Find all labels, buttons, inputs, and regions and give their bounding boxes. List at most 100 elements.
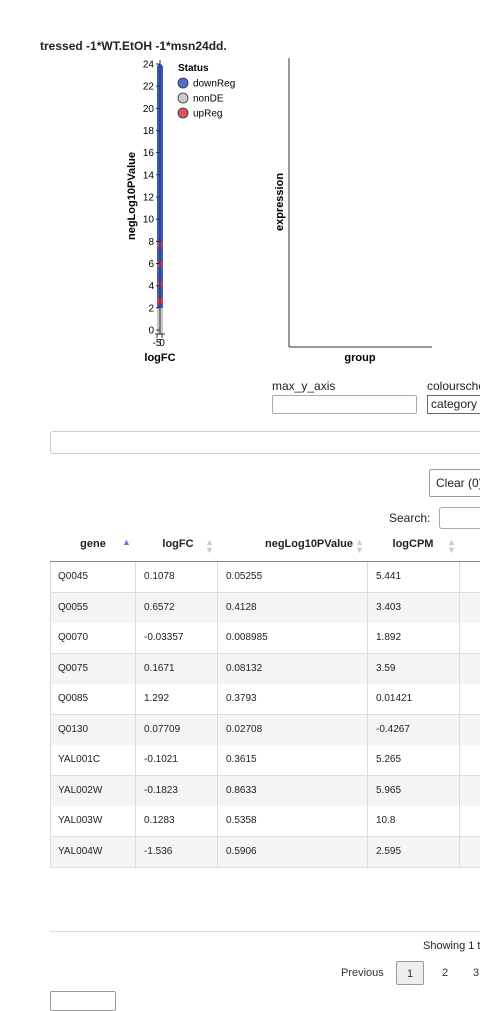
save-button[interactable] <box>50 991 116 1011</box>
table-cell: Q0075 <box>50 653 136 684</box>
y-tick-label: 20 <box>143 104 155 115</box>
y-tick-label: 16 <box>143 148 155 159</box>
table-cell: YAL002W <box>50 775 136 806</box>
table-cell <box>460 745 480 775</box>
y-tick-label: 2 <box>148 303 154 314</box>
legend-label: nonDE <box>193 94 224 105</box>
x-axis-label: logFC <box>144 352 175 364</box>
select[interactable]: category <box>427 395 480 414</box>
table-cell: YAL001C <box>50 745 136 775</box>
plots: logFC negLog10PValue expression group St… <box>126 58 432 364</box>
search-label: Search: <box>389 511 431 525</box>
sort-icon: ▲ ▼ <box>447 537 456 555</box>
legend-label: upReg <box>193 109 222 120</box>
table-cell <box>460 806 480 836</box>
column-header: logFC <box>162 538 194 550</box>
table-cell <box>460 684 480 714</box>
y-tick-label: 10 <box>143 215 155 226</box>
y-tick-label: 8 <box>148 237 154 248</box>
table-cell: 0.4128 <box>218 592 368 623</box>
table-cell: 0.1283 <box>136 806 218 836</box>
table-cell: Q0130 <box>50 714 136 745</box>
sort-icon: ▲ ▼ <box>355 537 364 555</box>
table-cell: 0.8633 <box>218 775 368 806</box>
legend-swatch <box>177 92 189 104</box>
table-info: Showing 1 t <box>423 940 480 952</box>
column-header: gene <box>80 538 106 550</box>
table-row <box>50 623 480 654</box>
table-cell: 5.441 <box>368 562 460 592</box>
column-header: negLog10PValue <box>264 538 354 550</box>
y-axis-label: expression <box>274 173 286 231</box>
table-cell: Q0070 <box>50 623 136 653</box>
table-cell <box>460 593 480 623</box>
table-cell: YAL004W <box>50 836 136 867</box>
text-input[interactable] <box>272 395 417 414</box>
table-cell: -0.4267 <box>368 714 460 745</box>
search-input[interactable] <box>439 507 480 529</box>
column-header: logCPM <box>392 538 434 550</box>
input-label: max_y_axis <box>272 379 336 393</box>
table-row <box>50 653 480 685</box>
table-row <box>50 562 480 593</box>
header-rule <box>50 561 480 562</box>
y-tick-label: 0 <box>148 326 154 337</box>
y-tick-label: 18 <box>143 126 155 137</box>
table-row <box>50 745 480 776</box>
table-cell: 0.07709 <box>136 714 218 745</box>
page-button[interactable]: Previous <box>341 967 384 979</box>
table-cell: 0.02708 <box>218 714 368 745</box>
table-cell: 2.595 <box>368 836 460 867</box>
table-cell: -1.536 <box>136 836 218 867</box>
table-cell <box>460 562 480 592</box>
y-tick-label: 14 <box>143 170 155 181</box>
y-tick-label: 6 <box>148 259 154 270</box>
table-cell <box>460 623 480 653</box>
table-cell: 0.05255 <box>218 562 368 592</box>
x-tick-label: 0 <box>159 338 165 349</box>
table-cell: 3.59 <box>368 653 460 684</box>
table-row <box>50 836 480 868</box>
selection-box <box>50 431 480 454</box>
page-button[interactable]: 3 <box>472 967 480 979</box>
table-cell: -0.1021 <box>136 745 218 775</box>
y-axis-label: negLog10PValue <box>126 152 138 240</box>
table-cell <box>460 654 480 684</box>
x-axis-label: group <box>344 352 375 364</box>
page-button[interactable]: 2 <box>441 967 449 979</box>
table-cell: -0.1823 <box>136 775 218 806</box>
clear-button[interactable]: Clear (0) <box>429 469 480 497</box>
table-cell: 0.6572 <box>136 592 218 623</box>
table-cell: 1.892 <box>368 623 460 653</box>
table-cell: Q0085 <box>50 684 136 714</box>
table-cell: Q0055 <box>50 592 136 623</box>
x-tick-label: -5 <box>153 338 162 349</box>
divider <box>50 931 480 932</box>
table-cell: 0.5358 <box>218 806 368 836</box>
legend-label: downReg <box>193 79 235 90</box>
table-cell <box>460 837 480 867</box>
table-cell: 0.1671 <box>136 653 218 684</box>
table-cell: 0.3793 <box>218 684 368 714</box>
table-cell: Q0045 <box>50 562 136 592</box>
table-cell: 0.008985 <box>218 623 368 653</box>
table-cell <box>460 776 480 806</box>
page-button[interactable]: 1 <box>396 961 424 985</box>
table-row <box>50 806 480 837</box>
legend-swatch <box>177 107 189 119</box>
table-row <box>50 714 480 746</box>
table-cell: 0.01421 <box>368 684 460 714</box>
table-cell: 10.8 <box>368 806 460 836</box>
y-tick-label: 4 <box>148 281 154 292</box>
y-tick-label: 24 <box>143 60 155 71</box>
table-cell: 0.5906 <box>218 836 368 867</box>
page-title: tressed -1*WT.EtOH -1*msn24dd. <box>40 39 227 53</box>
table-cell: 0.08132 <box>218 653 368 684</box>
sort-icon: ▲ ▼ <box>205 537 214 555</box>
table-cell: 0.1078 <box>136 562 218 592</box>
legend-title: Status <box>178 63 209 74</box>
table-cell: 0.3615 <box>218 745 368 775</box>
table-cell: -0.03357 <box>136 623 218 653</box>
